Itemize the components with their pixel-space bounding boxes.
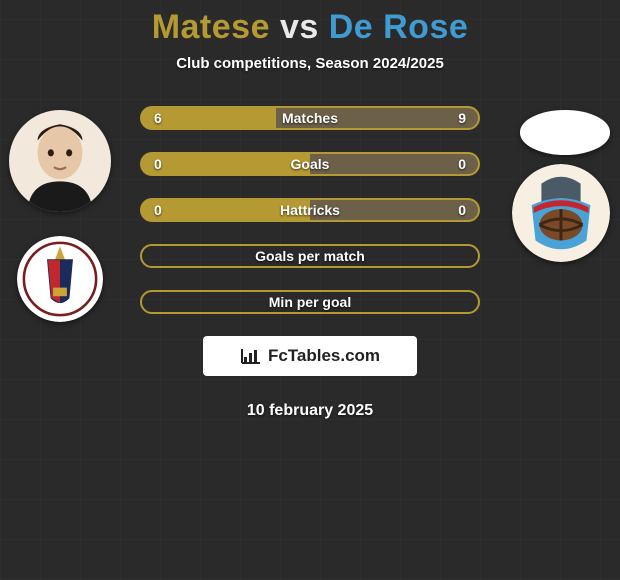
stat-value-left: 0 xyxy=(154,156,162,172)
stat-value-left: 0 xyxy=(154,202,162,218)
stat-bar: Goals per match xyxy=(140,244,480,268)
subtitle: Club competitions, Season 2024/2025 xyxy=(0,55,620,72)
title-right: De Rose xyxy=(329,8,469,46)
stat-label: Hattricks xyxy=(280,202,340,218)
stat-label: Goals per match xyxy=(255,248,365,264)
stat-bar: Min per goal xyxy=(140,290,480,314)
title-vs: vs xyxy=(280,8,319,46)
stat-value-right: 0 xyxy=(458,156,466,172)
right-club-badge xyxy=(512,164,610,262)
comparison-block: 69Matches00Goals00HattricksGoals per mat… xyxy=(0,102,620,142)
page-title: Matese vs De Rose xyxy=(0,0,620,47)
stat-bar: 0 0 Hattricks xyxy=(140,198,480,222)
title-left: Matese xyxy=(152,8,270,46)
stat-bar: 0 0 Goals xyxy=(140,152,480,176)
stat-value-right: 0 xyxy=(458,202,466,218)
branding-text: FcTables.com xyxy=(268,346,380,366)
left-club-badge xyxy=(17,236,103,322)
bar-chart-icon xyxy=(240,347,262,365)
stat-label: Goals xyxy=(291,156,330,172)
left-player-portrait xyxy=(9,110,111,212)
portrait-icon xyxy=(9,110,111,212)
club-crest-icon xyxy=(512,164,610,262)
right-player-portrait-blank xyxy=(520,110,610,155)
stat-bar: 6 9 Matches xyxy=(140,106,480,130)
date-text: 10 february 2025 xyxy=(0,402,620,420)
stat-label: Min per goal xyxy=(269,294,351,310)
branding-badge: FcTables.com xyxy=(203,336,417,376)
club-crest-icon xyxy=(17,236,103,322)
stat-label: Matches xyxy=(282,110,338,126)
comparison-bars: 6 9 Matches 0 0 Goals 0 0 Hattricks Goals per mat… xyxy=(140,106,480,336)
stat-value-left: 6 xyxy=(154,110,162,126)
stat-value-right: 9 xyxy=(458,110,466,126)
